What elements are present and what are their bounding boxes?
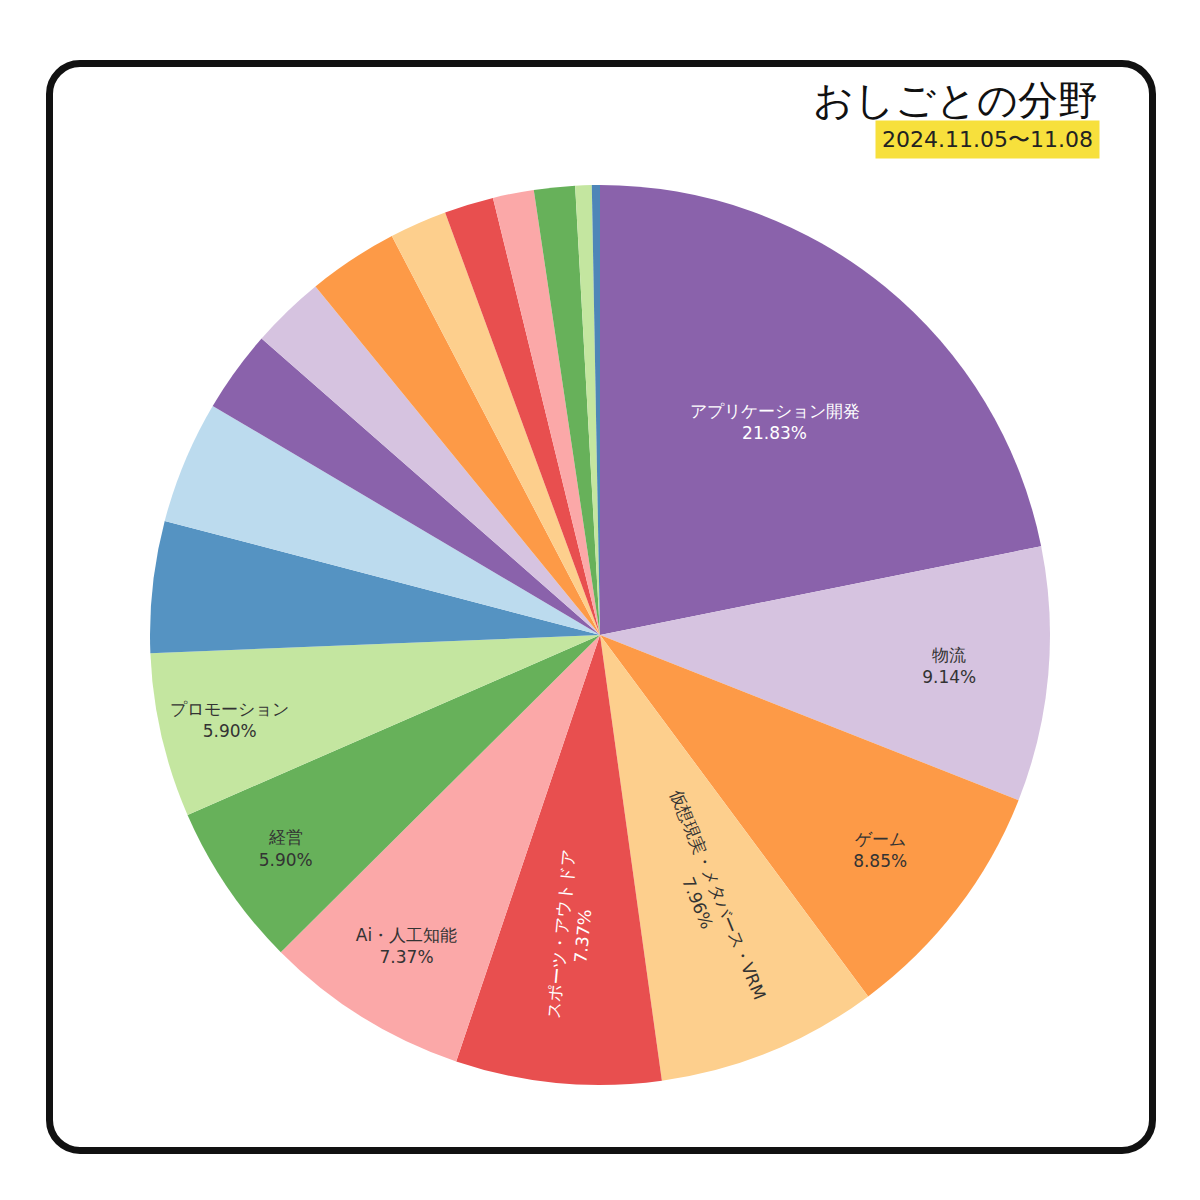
- svg-text:プロモーション5.90%: プロモーション5.90%: [170, 699, 289, 741]
- svg-text:2024.11.05〜11.08: 2024.11.05〜11.08: [882, 127, 1093, 152]
- svg-text:Ai・人工知能7.37%: Ai・人工知能7.37%: [356, 925, 457, 967]
- svg-text:仮想現実・メタバース・VRM7.96%: 仮想現実・メタバース・VRM7.96%: [645, 786, 770, 1011]
- svg-text:ゲーム8.85%: ゲーム8.85%: [853, 829, 907, 871]
- svg-text:経営5.90%: 経営5.90%: [259, 827, 313, 869]
- svg-text:アプリケーション開発21.83%: アプリケーション開発21.83%: [690, 401, 860, 443]
- svg-text:物流9.14%: 物流9.14%: [922, 645, 976, 687]
- svg-text:おしごとの分野: おしごとの分野: [813, 77, 1098, 123]
- svg-text:スポーツ・アウトドア7.37%: スポーツ・アウトドア7.37%: [543, 849, 601, 1022]
